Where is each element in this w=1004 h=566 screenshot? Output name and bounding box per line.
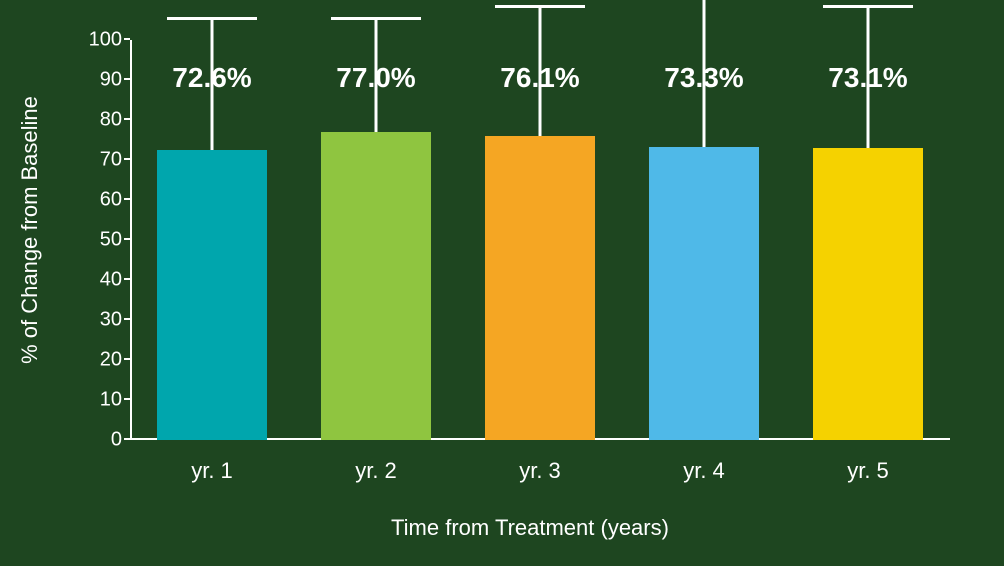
bar <box>157 150 267 440</box>
x-tick-label: yr. 2 <box>355 458 397 484</box>
x-tick-label: yr. 4 <box>683 458 725 484</box>
error-bar-cap <box>167 17 257 20</box>
y-tick-mark <box>124 198 130 200</box>
bar-value-label: 72.6% <box>172 62 251 94</box>
x-tick-label: yr. 1 <box>191 458 233 484</box>
bar-value-label: 73.3% <box>664 62 743 94</box>
bar-value-label: 73.1% <box>828 62 907 94</box>
y-tick-label: 70 <box>80 149 122 172</box>
chart: 010203040506070809010072.6%yr. 177.0%yr.… <box>90 10 970 550</box>
y-axis-label: % of Change from Baseline <box>17 96 43 364</box>
plot-area: 010203040506070809010072.6%yr. 177.0%yr.… <box>130 40 950 440</box>
bar <box>321 132 431 440</box>
bar-value-label: 76.1% <box>500 62 579 94</box>
error-bar-cap <box>495 5 585 8</box>
y-tick-mark <box>124 278 130 280</box>
y-tick-mark <box>124 358 130 360</box>
bar <box>813 148 923 440</box>
y-tick-label: 50 <box>80 229 122 252</box>
y-tick-label: 0 <box>80 429 122 452</box>
y-tick-label: 80 <box>80 109 122 132</box>
y-tick-label: 90 <box>80 69 122 92</box>
y-tick-label: 20 <box>80 349 122 372</box>
y-tick-mark <box>124 238 130 240</box>
bar <box>485 136 595 440</box>
y-tick-mark <box>124 318 130 320</box>
error-bar-cap <box>331 17 421 20</box>
y-tick-label: 30 <box>80 309 122 332</box>
y-tick-mark <box>124 38 130 40</box>
y-tick-label: 100 <box>80 29 122 52</box>
y-tick-mark <box>124 78 130 80</box>
y-tick-label: 10 <box>80 389 122 412</box>
x-tick-label: yr. 3 <box>519 458 561 484</box>
y-tick-mark <box>124 438 130 440</box>
y-tick-mark <box>124 118 130 120</box>
y-axis <box>130 40 132 440</box>
bar <box>649 147 759 440</box>
bar-value-label: 77.0% <box>336 62 415 94</box>
y-tick-label: 40 <box>80 269 122 292</box>
x-tick-label: yr. 5 <box>847 458 889 484</box>
error-bar-cap <box>823 5 913 8</box>
x-axis-label: Time from Treatment (years) <box>90 515 970 541</box>
y-tick-mark <box>124 158 130 160</box>
y-tick-mark <box>124 398 130 400</box>
y-tick-label: 60 <box>80 189 122 212</box>
